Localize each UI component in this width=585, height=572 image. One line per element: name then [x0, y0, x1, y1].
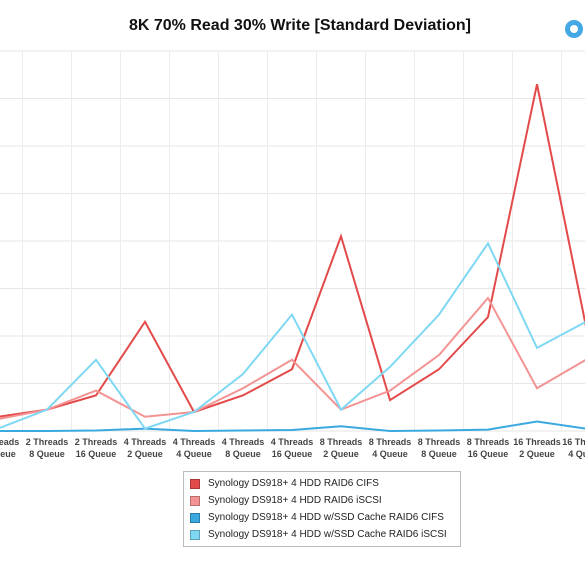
x-tick-label: 2 Queue [323, 449, 359, 459]
legend-item-ssd-iscsi[interactable]: Synology DS918+ 4 HDD w/SSD Cache RAID6 … [190, 526, 454, 543]
series-line-0[interactable] [0, 84, 585, 418]
x-tick-label: 4 Threads [173, 437, 216, 447]
x-tick-label: 16 Threads [513, 437, 561, 447]
x-tick-label: 16 Queue [76, 449, 117, 459]
x-tick-label: 4 Threads [124, 437, 167, 447]
x-tick-label: 8 Threads [467, 437, 510, 447]
x-tick-label: 4 Threads [271, 437, 314, 447]
legend-swatch [190, 512, 200, 523]
x-tick-label: 2 Threads [26, 437, 69, 447]
series-lines [0, 84, 585, 433]
x-tick-label: 2 Threads [75, 437, 118, 447]
grid [0, 50, 585, 432]
x-tick-label: 16 Threads [562, 437, 585, 447]
legend-label: Synology DS918+ 4 HDD RAID6 iSCSI [208, 495, 382, 506]
legend-item-iscsi[interactable]: Synology DS918+ 4 HDD RAID6 iSCSI [190, 492, 454, 509]
legend-label: Synology DS918+ 4 HDD w/SSD Cache RAID6 … [208, 512, 444, 523]
series-line-1[interactable] [0, 296, 585, 420]
x-tick-label: 8 Threads [369, 437, 412, 447]
x-tick-label: 2 Queue [519, 449, 555, 459]
x-tick-label: 16 Queue [272, 449, 313, 459]
x-tick-label: 8 Queue [421, 449, 457, 459]
x-tick-label: 4 Threads [222, 437, 265, 447]
line-chart: 1 Threads 4 Queue 2 Threads 8 Queue 2 Thread… [0, 50, 585, 459]
legend-item-cifs[interactable]: Synology DS918+ 4 HDD RAID6 CIFS [190, 475, 454, 492]
x-tick-label: 8 Queue [225, 449, 261, 459]
chart-title: 8K 70% Read 30% Write [Standard Deviatio… [128, 17, 472, 34]
legend-swatch [190, 529, 200, 540]
x-tick-label: 2 Queue [127, 449, 163, 459]
x-tick-labels: 1 Threads 4 Queue 2 Threads 8 Queue 2 Thread… [0, 437, 585, 459]
series-line-3[interactable] [0, 241, 585, 430]
x-tick-label: 4 Queue [568, 449, 585, 459]
x-tick-label: 8 Queue [29, 449, 65, 459]
legend-label: Synology DS918+ 4 HDD w/SSD Cache RAID6 … [208, 529, 447, 540]
x-tick-label: 4 Queue [0, 449, 16, 459]
settings-circle-icon[interactable] [565, 20, 583, 38]
series-line-2[interactable] [0, 420, 585, 433]
legend-swatch [190, 495, 200, 506]
x-tick-label: 4 Queue [372, 449, 408, 459]
legend-swatch [190, 478, 200, 489]
legend: Synology DS918+ 4 HDD RAID6 CIFS Synolog… [183, 471, 461, 547]
x-tick-label: 8 Threads [320, 437, 363, 447]
x-tick-label: 4 Queue [176, 449, 212, 459]
legend-label: Synology DS918+ 4 HDD RAID6 CIFS [208, 478, 379, 489]
x-tick-label: 16 Queue [468, 449, 509, 459]
x-tick-label: 1 Threads [0, 437, 19, 447]
legend-item-ssd-cifs[interactable]: Synology DS918+ 4 HDD w/SSD Cache RAID6 … [190, 509, 454, 526]
x-tick-label: 8 Threads [418, 437, 461, 447]
